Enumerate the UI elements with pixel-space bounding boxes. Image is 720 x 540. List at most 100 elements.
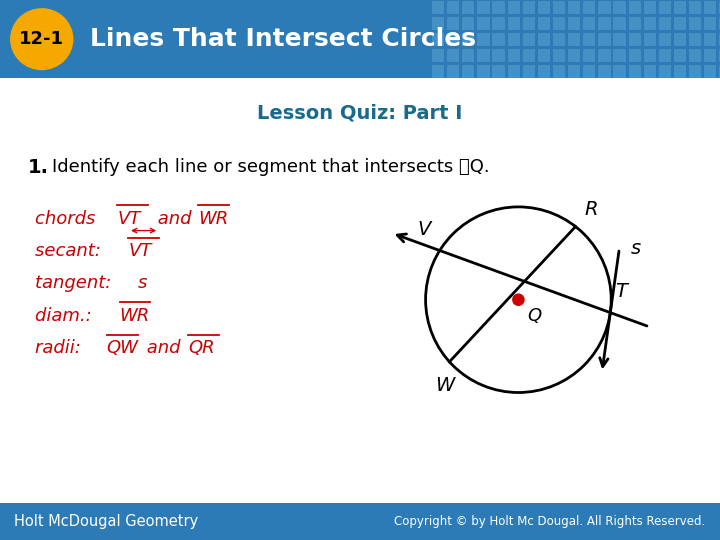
Bar <box>568 65 580 78</box>
Bar <box>568 33 580 46</box>
Bar <box>492 49 505 62</box>
Bar <box>719 49 720 62</box>
Bar <box>462 17 474 30</box>
Text: WR: WR <box>198 210 228 228</box>
Bar <box>568 49 580 62</box>
Bar <box>583 65 595 78</box>
Bar <box>432 33 444 46</box>
Bar <box>674 17 686 30</box>
Bar <box>704 65 716 78</box>
Bar <box>447 17 459 30</box>
Bar <box>492 65 505 78</box>
Bar <box>629 33 641 46</box>
Bar <box>583 49 595 62</box>
Text: Lesson Quiz: Part I: Lesson Quiz: Part I <box>257 104 463 123</box>
Bar <box>674 65 686 78</box>
Text: QW: QW <box>107 339 138 357</box>
Bar <box>629 17 641 30</box>
Ellipse shape <box>10 8 73 70</box>
Bar <box>689 17 701 30</box>
Bar <box>538 49 550 62</box>
Bar <box>462 49 474 62</box>
Text: Copyright © by Holt Mc Dougal. All Rights Reserved.: Copyright © by Holt Mc Dougal. All Right… <box>395 515 706 528</box>
Bar <box>523 65 535 78</box>
Bar <box>613 65 626 78</box>
Bar <box>598 49 611 62</box>
Bar <box>462 65 474 78</box>
Bar <box>477 17 490 30</box>
Bar <box>477 33 490 46</box>
Bar <box>523 17 535 30</box>
Bar <box>583 1 595 14</box>
Bar <box>719 33 720 46</box>
Bar <box>553 17 565 30</box>
Bar <box>704 49 716 62</box>
Bar <box>553 49 565 62</box>
Text: tangent:: tangent: <box>35 274 117 293</box>
Bar <box>447 49 459 62</box>
Bar <box>629 49 641 62</box>
Bar <box>492 17 505 30</box>
Text: and: and <box>141 339 186 357</box>
Bar <box>508 1 520 14</box>
Bar <box>432 1 444 14</box>
Bar <box>492 33 505 46</box>
Bar <box>644 17 656 30</box>
Text: WR: WR <box>120 307 150 325</box>
Bar <box>508 33 520 46</box>
Bar <box>613 33 626 46</box>
Bar <box>508 17 520 30</box>
Bar <box>462 33 474 46</box>
Text: diam.:: diam.: <box>35 307 97 325</box>
Bar <box>659 17 671 30</box>
Bar <box>719 1 720 14</box>
Text: s: s <box>631 239 641 258</box>
Bar <box>629 1 641 14</box>
Bar <box>598 17 611 30</box>
Text: Lines That Intersect Circles: Lines That Intersect Circles <box>90 27 476 51</box>
Bar <box>523 33 535 46</box>
Bar <box>644 1 656 14</box>
Bar <box>674 1 686 14</box>
Text: and: and <box>152 210 197 228</box>
Bar <box>613 17 626 30</box>
Bar <box>644 33 656 46</box>
Bar <box>719 17 720 30</box>
Bar <box>477 49 490 62</box>
Bar <box>477 65 490 78</box>
Text: 1.: 1. <box>27 158 48 177</box>
Bar <box>704 17 716 30</box>
Bar <box>432 17 444 30</box>
Bar <box>583 17 595 30</box>
Bar <box>659 33 671 46</box>
Bar <box>553 33 565 46</box>
Bar <box>598 65 611 78</box>
Bar <box>689 33 701 46</box>
Bar <box>492 1 505 14</box>
Bar <box>704 33 716 46</box>
Bar <box>568 17 580 30</box>
Text: radii:: radii: <box>35 339 86 357</box>
Bar <box>644 65 656 78</box>
Bar <box>659 1 671 14</box>
Bar <box>553 65 565 78</box>
Bar <box>659 49 671 62</box>
Bar <box>447 65 459 78</box>
Bar <box>689 1 701 14</box>
Bar <box>689 49 701 62</box>
Text: R: R <box>585 200 598 219</box>
Bar <box>477 1 490 14</box>
Bar <box>508 49 520 62</box>
Bar <box>598 33 611 46</box>
Bar <box>644 49 656 62</box>
Bar <box>674 49 686 62</box>
Bar <box>689 65 701 78</box>
Bar <box>538 33 550 46</box>
Text: T: T <box>615 282 627 301</box>
Text: VT: VT <box>128 242 151 260</box>
Bar <box>704 1 716 14</box>
Bar <box>613 49 626 62</box>
Circle shape <box>513 294 524 305</box>
Bar <box>432 65 444 78</box>
Bar <box>523 1 535 14</box>
